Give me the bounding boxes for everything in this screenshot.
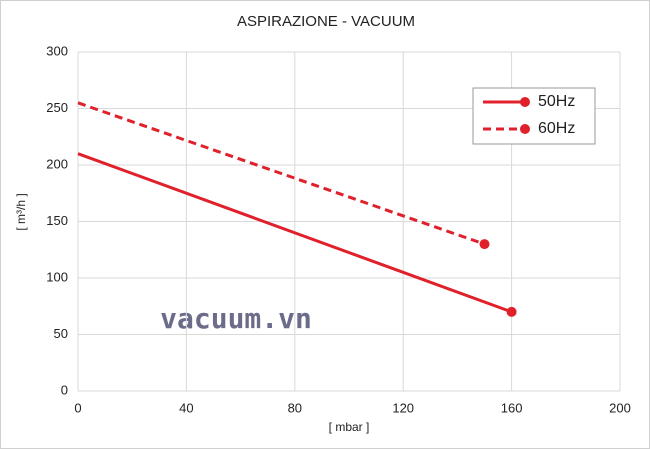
y-tick-label: 50 — [54, 326, 68, 341]
y-tick-label: 250 — [46, 100, 68, 115]
x-axis-label: [ mbar ] — [329, 420, 370, 434]
chart-title: ASPIRAZIONE - VACUUM — [237, 13, 415, 30]
y-tick-label: 150 — [46, 213, 68, 228]
y-tick-label: 100 — [46, 269, 68, 284]
legend-box — [472, 87, 596, 145]
legend-label: 60Hz — [538, 120, 575, 137]
series-line — [77, 101, 485, 246]
x-tick-label: 120 — [392, 400, 414, 415]
x-tick-label: 0 — [74, 400, 81, 415]
watermark: vacuum.vn — [160, 302, 312, 335]
y-tick-label: 300 — [46, 43, 68, 58]
y-axis-label: [ m³/h ] — [14, 193, 28, 230]
series-marker — [506, 306, 517, 317]
x-tick-label: 200 — [609, 400, 631, 415]
series-line — [77, 152, 513, 314]
y-tick-label: 0 — [61, 382, 68, 397]
x-tick-label: 160 — [501, 400, 523, 415]
legend-marker — [520, 97, 530, 107]
y-tick-label: 200 — [46, 156, 68, 171]
legend-label: 50Hz — [538, 93, 575, 110]
x-tick-label: 80 — [288, 400, 302, 415]
x-tick-label: 40 — [179, 400, 193, 415]
series-marker — [479, 239, 490, 250]
legend-marker — [520, 124, 530, 134]
